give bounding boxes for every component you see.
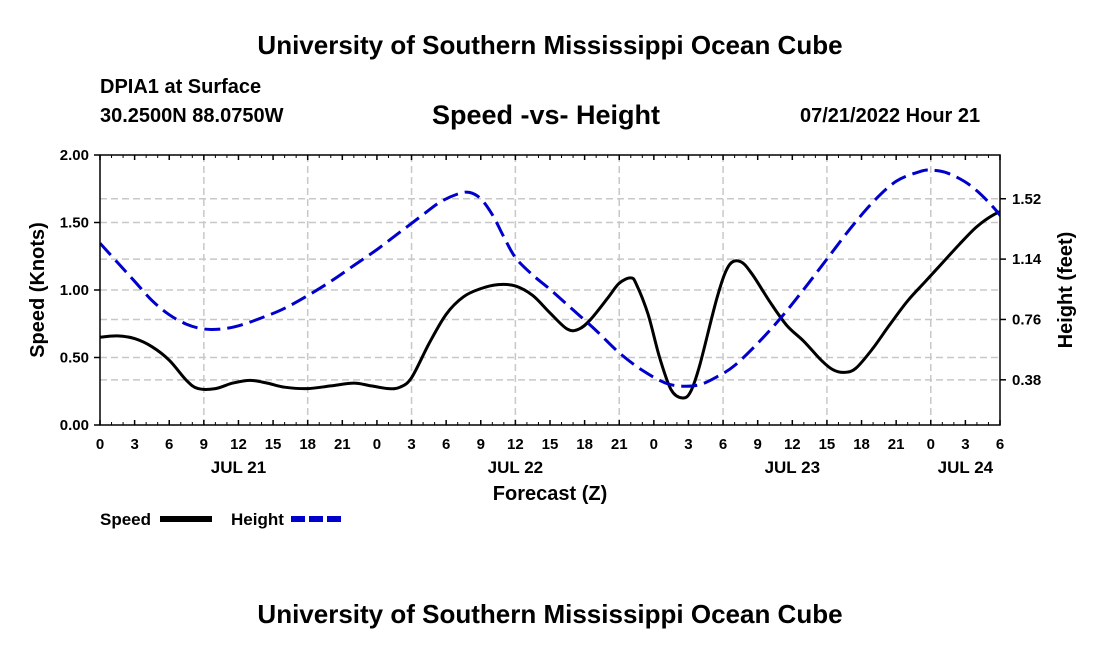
x-tick-label: 9 — [754, 436, 762, 453]
legend: Speed Height — [100, 510, 343, 529]
x-tick-label: 6 — [442, 436, 450, 453]
x-tick-label: 6 — [719, 436, 727, 453]
x-tick-label: 15 — [819, 436, 836, 453]
page-title-top: University of Southern Mississippi Ocean… — [257, 30, 843, 60]
y-left-tick-label: 0.50 — [60, 350, 89, 367]
x-tick-label: 12 — [507, 436, 524, 453]
y-left-tick-label: 1.50 — [60, 215, 89, 232]
x-tick-label: 0 — [927, 436, 935, 453]
x-tick-label: 18 — [299, 436, 316, 453]
x-tick-label: 15 — [265, 436, 282, 453]
date-label: JUL 22 — [488, 458, 543, 477]
y-left-tick-label: 0.00 — [60, 417, 89, 434]
station-label: DPIA1 at Surface — [100, 76, 262, 98]
x-tick-label: 15 — [542, 436, 559, 453]
y-axis-title-right: Height (feet) — [1055, 232, 1077, 349]
series-line-height — [100, 168, 1000, 388]
y-right-tick-label: 0.76 — [1012, 311, 1041, 328]
plot-frame — [99, 154, 1001, 426]
y-right-tick-label: 0.38 — [1012, 372, 1041, 389]
x-tick-label: 18 — [576, 436, 593, 453]
chart-title: Speed -vs- Height — [432, 100, 661, 130]
x-tick-label: 12 — [230, 436, 247, 453]
x-tick-label: 0 — [96, 436, 104, 453]
axis-labels: 0 3 6 9 12 15 18 21 0 3 6 9 12 15 18 21 0 3 6 9 12 15 18 21 0 3 6J… — [60, 147, 1042, 477]
x-tick-label: 3 — [407, 436, 415, 453]
forecast-datetime: 07/21/2022 Hour 21 — [800, 105, 981, 127]
y-right-tick-label: 1.14 — [1012, 251, 1042, 268]
x-tick-label: 0 — [373, 436, 381, 453]
x-tick-label: 3 — [130, 436, 138, 453]
x-tick-label: 12 — [784, 436, 801, 453]
x-tick-label: 18 — [853, 436, 870, 453]
date-label: JUL 24 — [938, 458, 994, 477]
y-axis-title-left: Speed (Knots) — [27, 222, 49, 358]
legend-label-height: Height — [231, 510, 284, 529]
x-tick-label: 21 — [334, 436, 351, 453]
x-tick-label: 21 — [611, 436, 628, 453]
series-line-speed — [100, 209, 1000, 400]
x-tick-label: 9 — [200, 436, 208, 453]
coordinates-label: 30.2500N 88.0750W — [100, 105, 284, 127]
x-tick-label: 6 — [165, 436, 173, 453]
x-tick-label: 21 — [888, 436, 905, 453]
series — [100, 168, 1000, 400]
x-tick-label: 3 — [961, 436, 969, 453]
date-label: JUL 21 — [211, 458, 266, 477]
y-left-tick-label: 1.00 — [60, 282, 89, 299]
x-tick-label: 3 — [684, 436, 692, 453]
y-left-tick-label: 2.00 — [60, 147, 89, 164]
x-axis-title: Forecast (Z) — [493, 483, 607, 505]
x-tick-label: 9 — [477, 436, 485, 453]
legend-label-speed: Speed — [100, 510, 151, 529]
date-label: JUL 23 — [765, 458, 820, 477]
x-tick-label: 6 — [996, 436, 1004, 453]
page-title-bottom: University of Southern Mississippi Ocean… — [257, 599, 843, 629]
grid — [100, 155, 1000, 425]
x-tick-label: 0 — [650, 436, 658, 453]
y-right-tick-label: 1.52 — [1012, 191, 1041, 208]
